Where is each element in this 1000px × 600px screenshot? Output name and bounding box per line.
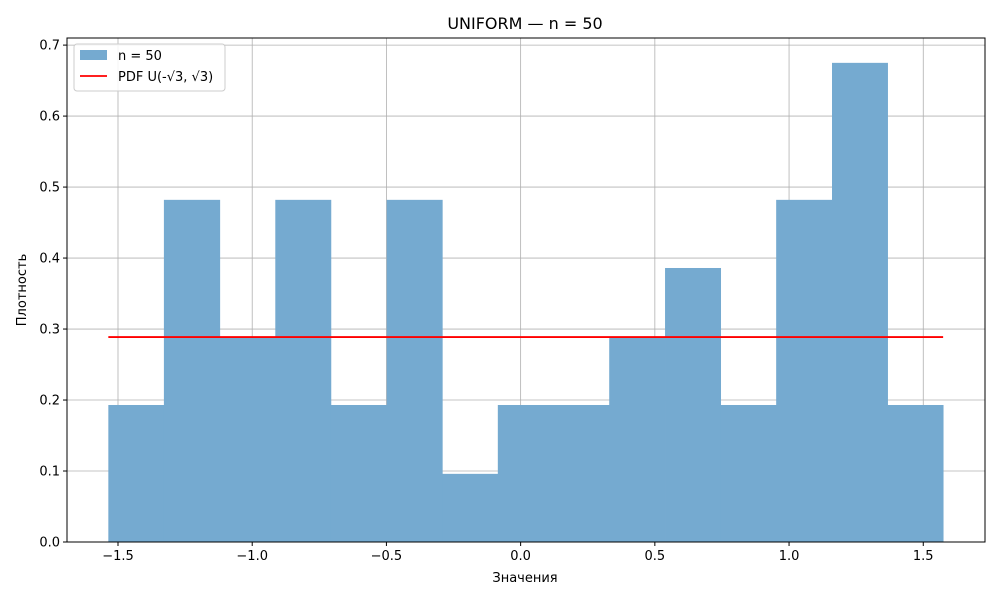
y-tick-label-1: 0.1	[39, 465, 60, 480]
histogram-bar-14	[887, 404, 944, 542]
x-axis-label: Значения	[492, 571, 557, 586]
histogram-bar-10	[665, 267, 722, 542]
histogram-bar-3	[275, 199, 332, 542]
legend-label-hist: n = 50	[118, 49, 162, 64]
x-tick-label-3: 0.0	[510, 549, 531, 564]
x-tick-label-2: −0.5	[371, 549, 403, 564]
histogram-bar-9	[609, 336, 666, 542]
y-tick-label-0: 0.0	[39, 536, 60, 551]
y-axis-label: Плотность	[15, 254, 30, 326]
x-tick-label-1: −1.0	[236, 549, 268, 564]
x-tick-label-5: 1.0	[779, 549, 800, 564]
x-tick-label-4: 0.5	[644, 549, 665, 564]
legend-swatch-hist	[80, 50, 107, 60]
histogram-bar-12	[776, 199, 833, 542]
axes-frame	[66, 37, 986, 543]
y-tick-label-5: 0.5	[39, 181, 60, 196]
x-tick-label-6: 1.5	[913, 549, 934, 564]
y-tick-label-3: 0.3	[39, 323, 60, 338]
legend-box	[73, 43, 226, 92]
histogram-bar-7	[497, 404, 555, 542]
histogram-bar-2	[219, 336, 276, 542]
y-tick-label-2: 0.2	[39, 394, 60, 409]
histogram-bar-6	[442, 473, 499, 542]
plot-area: −1.5 −1.0 −0.5 0.0 0.5 1.0 1.5 0.0 0.1 0.2 0.3 0.4 0…	[39, 37, 986, 564]
histogram-bar-4	[330, 404, 388, 542]
y-tick-label-6: 0.6	[39, 110, 60, 125]
y-tick-label-4: 0.4	[39, 252, 60, 267]
histogram-bar-5	[386, 199, 443, 542]
legend-label-pdf: PDF U(-√3, √3)	[118, 70, 213, 85]
histogram-bar-11	[720, 404, 777, 542]
histogram-bar-0	[108, 404, 165, 542]
y-tick-label-7: 0.7	[39, 39, 60, 54]
histogram-bar-8	[553, 404, 610, 542]
x-tick-label-0: −1.5	[102, 549, 134, 564]
chart-title: UNIFORM — n = 50	[447, 14, 602, 33]
histogram-bars	[108, 62, 944, 543]
histogram-bar-13	[832, 62, 888, 543]
legend: n = 50 PDF U(-√3, √3)	[73, 43, 226, 92]
histogram-bar-1	[163, 199, 221, 542]
